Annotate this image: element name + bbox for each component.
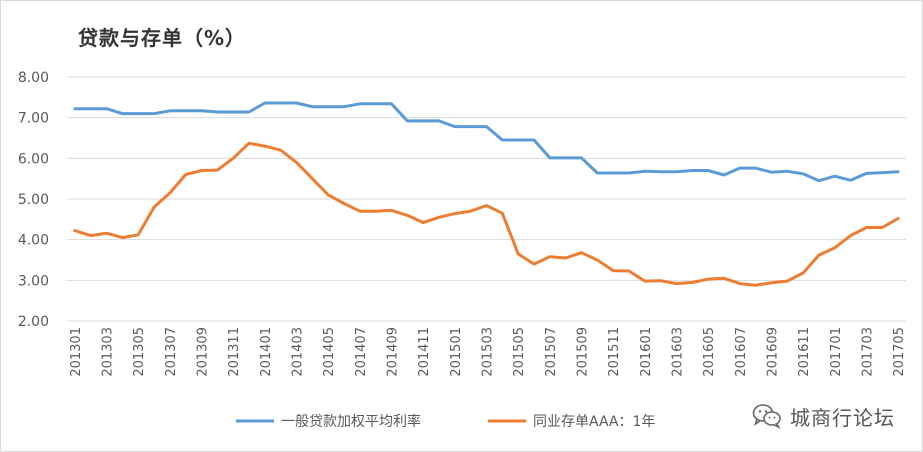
x-tick-label: 201307 xyxy=(164,327,179,377)
chart-title: 贷款与存单（%） xyxy=(78,26,247,50)
x-tick-label: 201603 xyxy=(670,327,685,377)
y-tick-label: 6.00 xyxy=(18,151,49,167)
x-tick-label: 201311 xyxy=(227,327,242,377)
series-line-1 xyxy=(73,101,900,183)
gridlines xyxy=(67,76,906,322)
x-tick-label: 201407 xyxy=(354,327,369,377)
wechat-icon xyxy=(752,404,781,429)
legend-label: 同业存单AAA：1年 xyxy=(533,414,655,430)
x-tick-label: 201305 xyxy=(132,327,147,377)
x-tick-label: 201703 xyxy=(860,327,875,377)
y-tick-label: 3.00 xyxy=(18,273,49,289)
watermark-text: 城商行论坛 xyxy=(790,405,895,430)
x-tick-label: 201309 xyxy=(196,327,211,377)
legend-label: 一般贷款加权平均利率 xyxy=(281,413,421,430)
y-tick-label: 5.00 xyxy=(18,192,49,208)
x-tick-label: 201701 xyxy=(829,327,844,377)
x-tick-label: 201601 xyxy=(639,327,654,377)
watermark: 城商行论坛 xyxy=(752,402,895,430)
x-tick-label: 201609 xyxy=(765,327,780,377)
series-line-2 xyxy=(73,141,900,287)
legend: 一般贷款加权平均利率 同业存单AAA：1年 xyxy=(236,413,655,430)
x-tick-label: 201409 xyxy=(386,327,401,377)
x-tick-label: 201411 xyxy=(417,327,432,377)
x-tick-label: 201301 xyxy=(69,327,84,377)
x-tick-label: 201511 xyxy=(607,327,622,377)
y-tick-label: 7.00 xyxy=(18,111,49,127)
x-tick-label: 201405 xyxy=(322,327,337,377)
x-tick-label: 201303 xyxy=(101,327,116,377)
x-tick-label: 201505 xyxy=(512,327,527,377)
x-tick-label: 201607 xyxy=(734,327,749,377)
x-tick-label: 201605 xyxy=(702,327,717,377)
x-tick-label: 201507 xyxy=(544,327,559,377)
series-lines xyxy=(73,101,900,287)
x-tick-label: 201509 xyxy=(575,327,590,377)
y-tick-label: 8.00 xyxy=(18,70,49,86)
x-tick-label: 201501 xyxy=(449,327,464,377)
y-tick-label: 2.00 xyxy=(18,314,49,330)
x-tick-label: 201705 xyxy=(892,327,907,377)
x-tick-label: 201401 xyxy=(259,327,274,377)
y-tick-label: 4.00 xyxy=(18,233,49,249)
x-axis-ticks: 201301 201303 201305 201307 201309 201311 2014… xyxy=(69,327,907,377)
x-tick-label: 201611 xyxy=(797,327,812,377)
y-axis-ticks: 2.00 3.00 4.00 5.00 6.00 7.00 8.00 xyxy=(18,70,49,330)
x-tick-label: 201403 xyxy=(291,327,306,377)
x-tick-label: 201503 xyxy=(481,327,496,377)
